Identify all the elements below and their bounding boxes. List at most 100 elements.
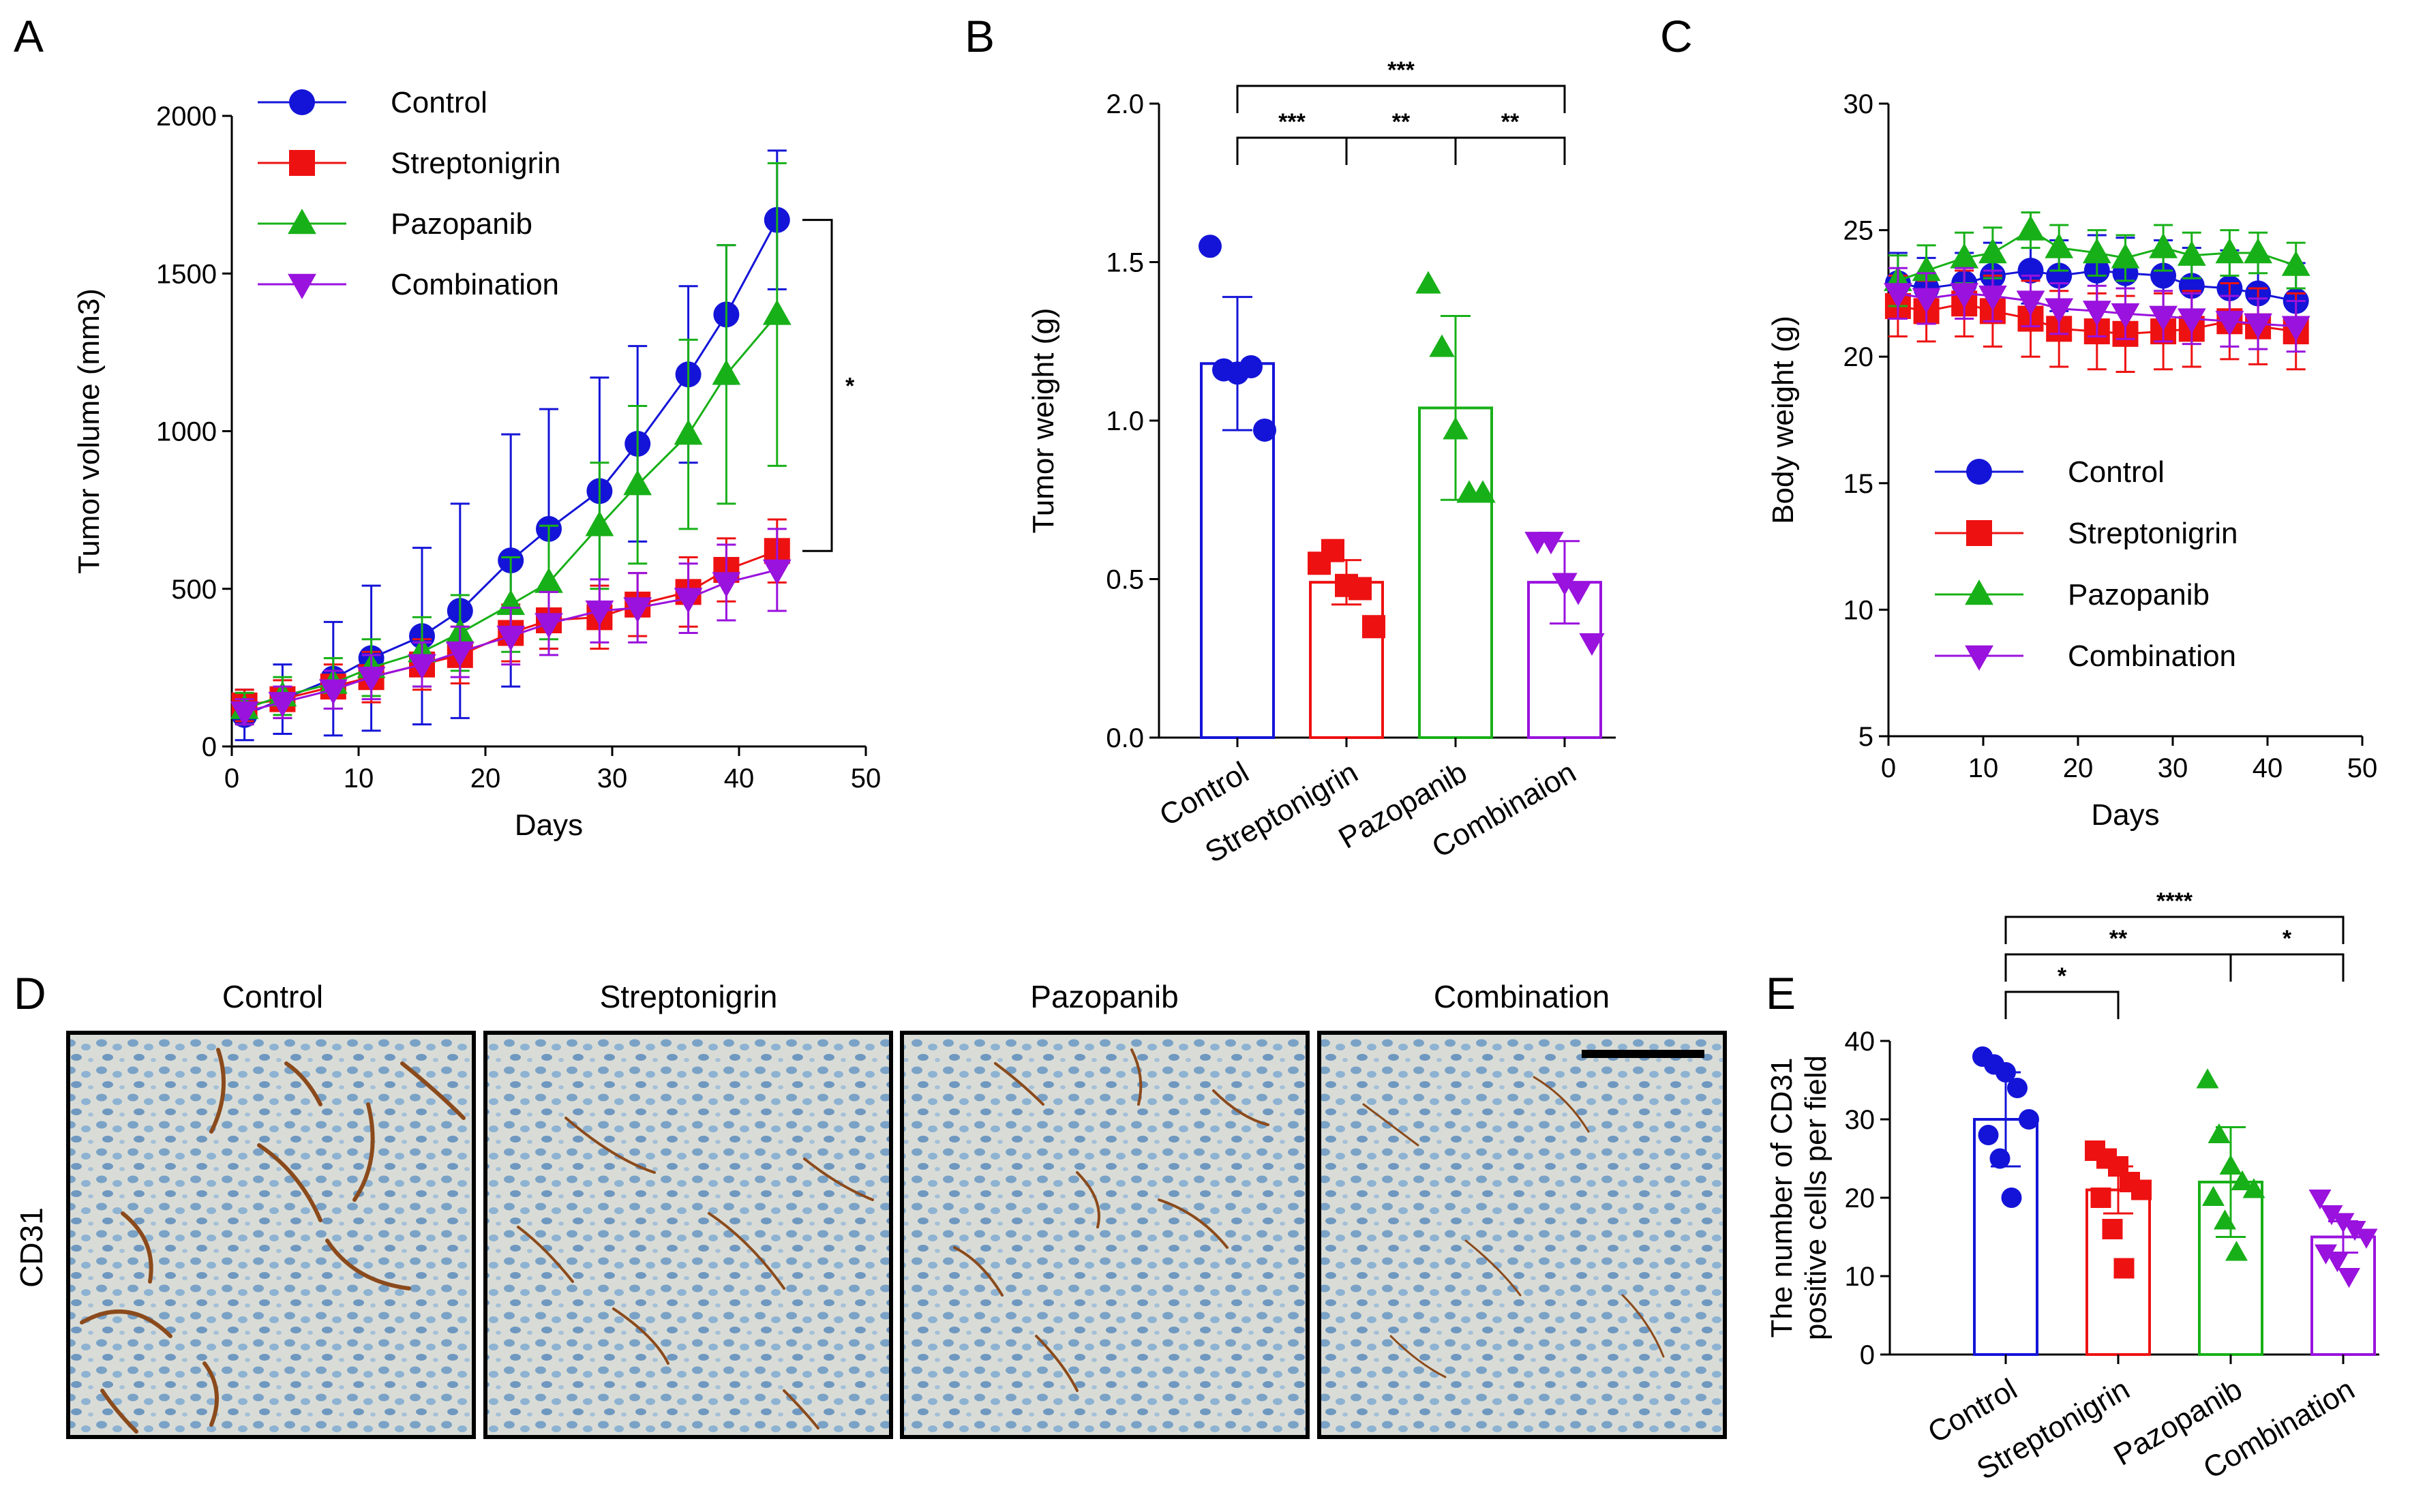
legend-item-streptonigrin: Streptonigrin	[258, 147, 560, 180]
data-point	[1990, 1149, 2010, 1169]
legend: Control Streptonigrin Pazopanib Combination	[1935, 455, 2238, 673]
bar-group-control	[1972, 1046, 2039, 1355]
y-tick-label: 1.5	[1106, 248, 1144, 278]
legend-marker	[288, 274, 316, 299]
data-point-pazopanib	[763, 300, 792, 325]
y-tick-label: 20	[1845, 1183, 1876, 1213]
bracket-line	[2006, 954, 2231, 982]
legend-marker	[289, 150, 315, 176]
y-tick-label: 40	[1845, 1027, 1876, 1057]
data-point-pazopanib	[2244, 238, 2272, 263]
significance-label: ****	[2156, 888, 2193, 914]
x-tick-label: 20	[470, 763, 501, 793]
y-axis-title: Body weight (g)	[1766, 316, 1800, 524]
legend-item-combination: Combination	[1935, 639, 2236, 673]
data-point	[1978, 1125, 1999, 1145]
data-point	[1415, 271, 1441, 294]
chart-c-body-weight: 510152025300 10 20 30 40 50DaysBody weight (g…	[1766, 89, 2377, 832]
significance-label: **	[1501, 109, 1520, 135]
legend-item-combination: Combination	[258, 268, 559, 301]
x-axis-title: Days	[515, 808, 583, 842]
data-point	[1443, 417, 1468, 439]
legend-label: Pazopanib	[391, 207, 532, 241]
panel-label-a: A	[14, 11, 44, 61]
significance-label: *	[2058, 963, 2067, 989]
x-tick-label: 50	[2347, 753, 2378, 783]
data-point	[2007, 1078, 2028, 1098]
y-axis-title: Tumor volume (mm3)	[72, 288, 106, 574]
data-point	[2002, 1188, 2022, 1208]
micrograph-streptonigrin	[485, 1033, 891, 1437]
y-tick-label: 0.0	[1106, 723, 1144, 753]
column-label-pazopanib: Pazopanib	[1030, 979, 1178, 1014]
data-point	[2214, 1209, 2236, 1229]
legend-item-pazopanib: Pazopanib	[258, 207, 532, 241]
y-tick-label: 1500	[156, 259, 217, 289]
x-tick-label: 30	[2158, 753, 2188, 783]
data-point-pazopanib	[2017, 215, 2045, 241]
micrograph-pazopanib	[902, 1033, 1308, 1437]
data-point	[1565, 583, 1591, 605]
data-point-pazopanib	[2216, 238, 2244, 263]
bracket-line	[1237, 138, 1346, 165]
legend-item-control: Control	[258, 86, 487, 119]
data-point	[2103, 1219, 2123, 1239]
bar-group-control	[1199, 235, 1276, 738]
bar-group-combination	[1524, 532, 1604, 738]
y-tick-label: 1.0	[1106, 406, 1144, 436]
x-tick-label: 30	[597, 763, 628, 793]
y-tick-label: 2000	[156, 102, 217, 132]
comparison-bracket: **	[1456, 109, 1565, 165]
data-point	[1349, 577, 1372, 600]
y-tick-label: 15	[1843, 469, 1874, 499]
panel-d-micrographs: Control Streptonigrin Pazopanib Combinat…	[14, 979, 1725, 1437]
legend-label: Pazopanib	[2068, 578, 2210, 611]
legend-label: Combination	[391, 268, 559, 301]
data-point	[1199, 235, 1222, 258]
figure: A B C D E 05001000150020000 10 20 30 40 50Day…	[0, 0, 2425, 1512]
y-tick-label: 10	[1843, 595, 1874, 625]
bar-group-streptonigrin	[1308, 539, 1385, 738]
comparison-bracket: *	[2231, 926, 2343, 982]
legend-label: Control	[2068, 455, 2165, 489]
x-tick-label: 20	[2063, 753, 2094, 783]
micrograph-combination	[1319, 1033, 1725, 1437]
data-point	[2131, 1180, 2152, 1200]
x-axis-title: Days	[2091, 798, 2159, 832]
comparison-bracket: ***	[1237, 109, 1346, 165]
data-point	[2225, 1241, 2248, 1260]
x-tick-label: 0	[1881, 753, 1896, 783]
significance-bracket	[802, 220, 832, 551]
data-point-pazopanib	[1978, 238, 2007, 263]
micrograph-control	[68, 1033, 474, 1437]
y-tick-label: 0.5	[1106, 565, 1144, 595]
x-tick-label: 0	[224, 763, 239, 793]
bracket-line	[2231, 954, 2343, 982]
column-label-control: Control	[222, 979, 323, 1014]
chart-a-tumor-volume: 0 500 1000 1500 2000 0 10 20 30 40 50 Days Tumor vol…	[72, 86, 881, 842]
data-point	[2091, 1188, 2111, 1208]
panel-label-c: C	[1660, 11, 1693, 61]
chart-e-cd31-count: 010203040The number of CD31 positive cell…	[1765, 888, 2379, 1486]
y-axis-title: Tumor weight (g)	[1027, 308, 1060, 534]
significance-label: *	[2283, 926, 2292, 952]
legend-label: Combination	[2068, 639, 2236, 673]
x-tick-label: 50	[851, 763, 882, 793]
y-tick-label: 20	[1843, 342, 1874, 372]
legend-marker	[1965, 579, 1993, 605]
significance-label: ***	[1278, 109, 1306, 135]
scale-bar	[1582, 1050, 1704, 1058]
data-point	[1253, 419, 1276, 442]
x-tick-label: 40	[724, 763, 755, 793]
comparison-bracket: **	[1346, 109, 1456, 165]
data-point	[2197, 1068, 2219, 1088]
legend-marker	[1965, 646, 1993, 671]
legend-label: Control	[391, 86, 487, 119]
significance-label: **	[1392, 109, 1411, 135]
y-tick-label: 30	[1843, 89, 1874, 119]
comparison-bracket: **	[2006, 926, 2231, 982]
y-tick-label: 1000	[156, 417, 217, 447]
x-tick-label: 40	[2253, 753, 2283, 783]
legend-label: Streptonigrin	[391, 147, 560, 180]
